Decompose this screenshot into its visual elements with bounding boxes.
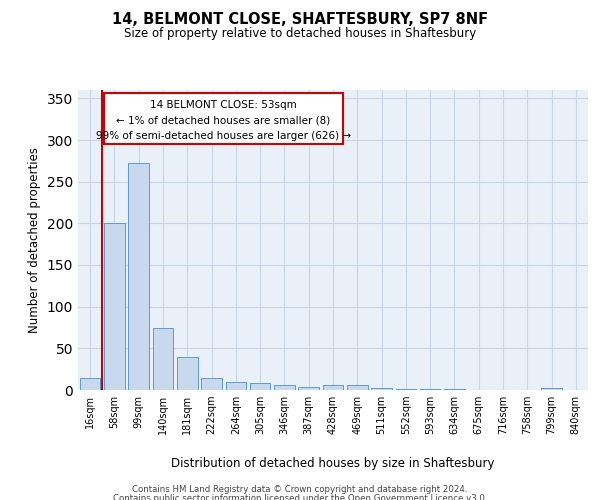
Bar bbox=[420, 389, 440, 390]
Bar bbox=[395, 389, 416, 390]
Text: ← 1% of detached houses are smaller (8): ← 1% of detached houses are smaller (8) bbox=[116, 116, 330, 126]
Bar bbox=[323, 385, 343, 390]
Text: 14, BELMONT CLOSE, SHAFTESBURY, SP7 8NF: 14, BELMONT CLOSE, SHAFTESBURY, SP7 8NF bbox=[112, 12, 488, 28]
Bar bbox=[201, 378, 222, 390]
Text: 14 BELMONT CLOSE: 53sqm: 14 BELMONT CLOSE: 53sqm bbox=[150, 100, 296, 110]
Bar bbox=[274, 385, 295, 390]
Text: 99% of semi-detached houses are larger (626) →: 99% of semi-detached houses are larger (… bbox=[95, 132, 350, 141]
Bar bbox=[541, 388, 562, 390]
Bar bbox=[347, 385, 368, 390]
Bar bbox=[250, 384, 271, 390]
Bar bbox=[152, 328, 173, 390]
Bar bbox=[226, 382, 246, 390]
Text: Size of property relative to detached houses in Shaftesbury: Size of property relative to detached ho… bbox=[124, 28, 476, 40]
Text: Distribution of detached houses by size in Shaftesbury: Distribution of detached houses by size … bbox=[171, 458, 495, 470]
FancyBboxPatch shape bbox=[104, 92, 343, 144]
Bar bbox=[371, 388, 392, 390]
Y-axis label: Number of detached properties: Number of detached properties bbox=[28, 147, 41, 333]
Bar bbox=[80, 378, 100, 390]
Bar bbox=[177, 356, 197, 390]
Bar bbox=[298, 386, 319, 390]
Bar bbox=[128, 164, 149, 390]
Bar bbox=[104, 224, 125, 390]
Text: Contains public sector information licensed under the Open Government Licence v3: Contains public sector information licen… bbox=[113, 494, 487, 500]
Bar bbox=[444, 389, 465, 390]
Text: Contains HM Land Registry data © Crown copyright and database right 2024.: Contains HM Land Registry data © Crown c… bbox=[132, 485, 468, 494]
